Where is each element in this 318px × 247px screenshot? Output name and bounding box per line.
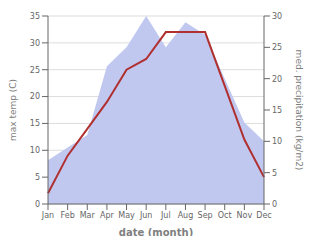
svg-text:Dec: Dec — [256, 211, 271, 220]
svg-text:25: 25 — [272, 43, 282, 52]
svg-text:0: 0 — [272, 200, 277, 209]
svg-text:Nov: Nov — [237, 211, 253, 220]
svg-text:5: 5 — [272, 169, 277, 178]
svg-text:5: 5 — [35, 173, 40, 182]
svg-text:Feb: Feb — [61, 211, 75, 220]
svg-text:0: 0 — [35, 200, 40, 209]
svg-text:Jul: Jul — [160, 211, 171, 220]
svg-text:25: 25 — [30, 66, 40, 75]
svg-text:Mar: Mar — [80, 211, 96, 220]
svg-text:Apr: Apr — [100, 211, 115, 220]
svg-text:20: 20 — [30, 92, 40, 101]
svg-text:Sep: Sep — [198, 211, 213, 220]
svg-text:15: 15 — [30, 119, 40, 128]
svg-text:30: 30 — [272, 12, 282, 21]
svg-text:15: 15 — [272, 106, 282, 115]
svg-text:Jan: Jan — [41, 211, 54, 220]
svg-text:Oct: Oct — [218, 211, 232, 220]
svg-text:10: 10 — [30, 146, 40, 155]
svg-text:10: 10 — [272, 137, 282, 146]
svg-text:med. precipitation (kg/m2): med. precipitation (kg/m2) — [294, 50, 304, 171]
svg-text:20: 20 — [272, 75, 282, 84]
svg-text:35: 35 — [30, 12, 40, 21]
svg-text:Jun: Jun — [139, 211, 153, 220]
svg-text:date (month): date (month) — [119, 227, 193, 236]
svg-text:30: 30 — [30, 39, 40, 48]
svg-text:max temp (C): max temp (C) — [8, 79, 18, 141]
svg-text:Aug: Aug — [178, 211, 194, 220]
svg-text:May: May — [118, 211, 135, 220]
